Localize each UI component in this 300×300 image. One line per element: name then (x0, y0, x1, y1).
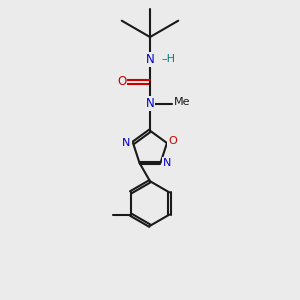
Text: N: N (122, 138, 131, 148)
Text: N: N (163, 158, 171, 168)
Text: –H: –H (162, 54, 176, 64)
Text: N: N (146, 98, 154, 110)
Text: O: O (168, 136, 177, 146)
Text: Me: Me (174, 98, 190, 107)
Text: O: O (117, 75, 126, 88)
Text: N: N (146, 53, 154, 66)
